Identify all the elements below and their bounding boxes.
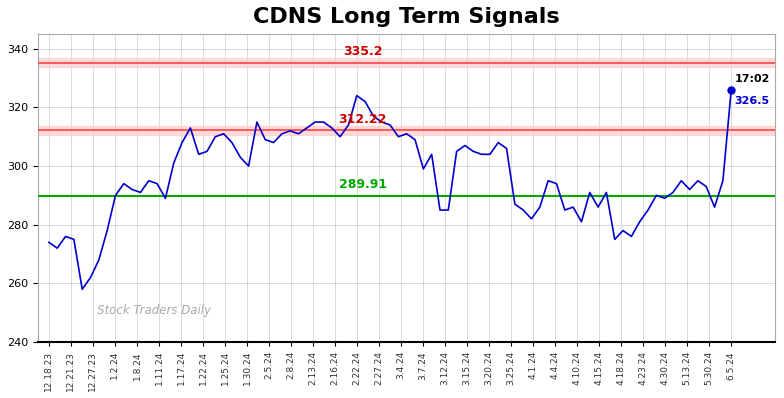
Text: Stock Traders Daily: Stock Traders Daily: [97, 304, 211, 317]
Title: CDNS Long Term Signals: CDNS Long Term Signals: [253, 7, 560, 27]
Text: 17:02: 17:02: [735, 74, 770, 84]
Text: 326.5: 326.5: [735, 96, 770, 105]
Text: 312.22: 312.22: [339, 113, 387, 126]
Bar: [38, 59, 775, 67]
Text: 335.2: 335.2: [343, 45, 383, 59]
Bar: [38, 126, 775, 135]
Text: 289.91: 289.91: [339, 178, 387, 191]
